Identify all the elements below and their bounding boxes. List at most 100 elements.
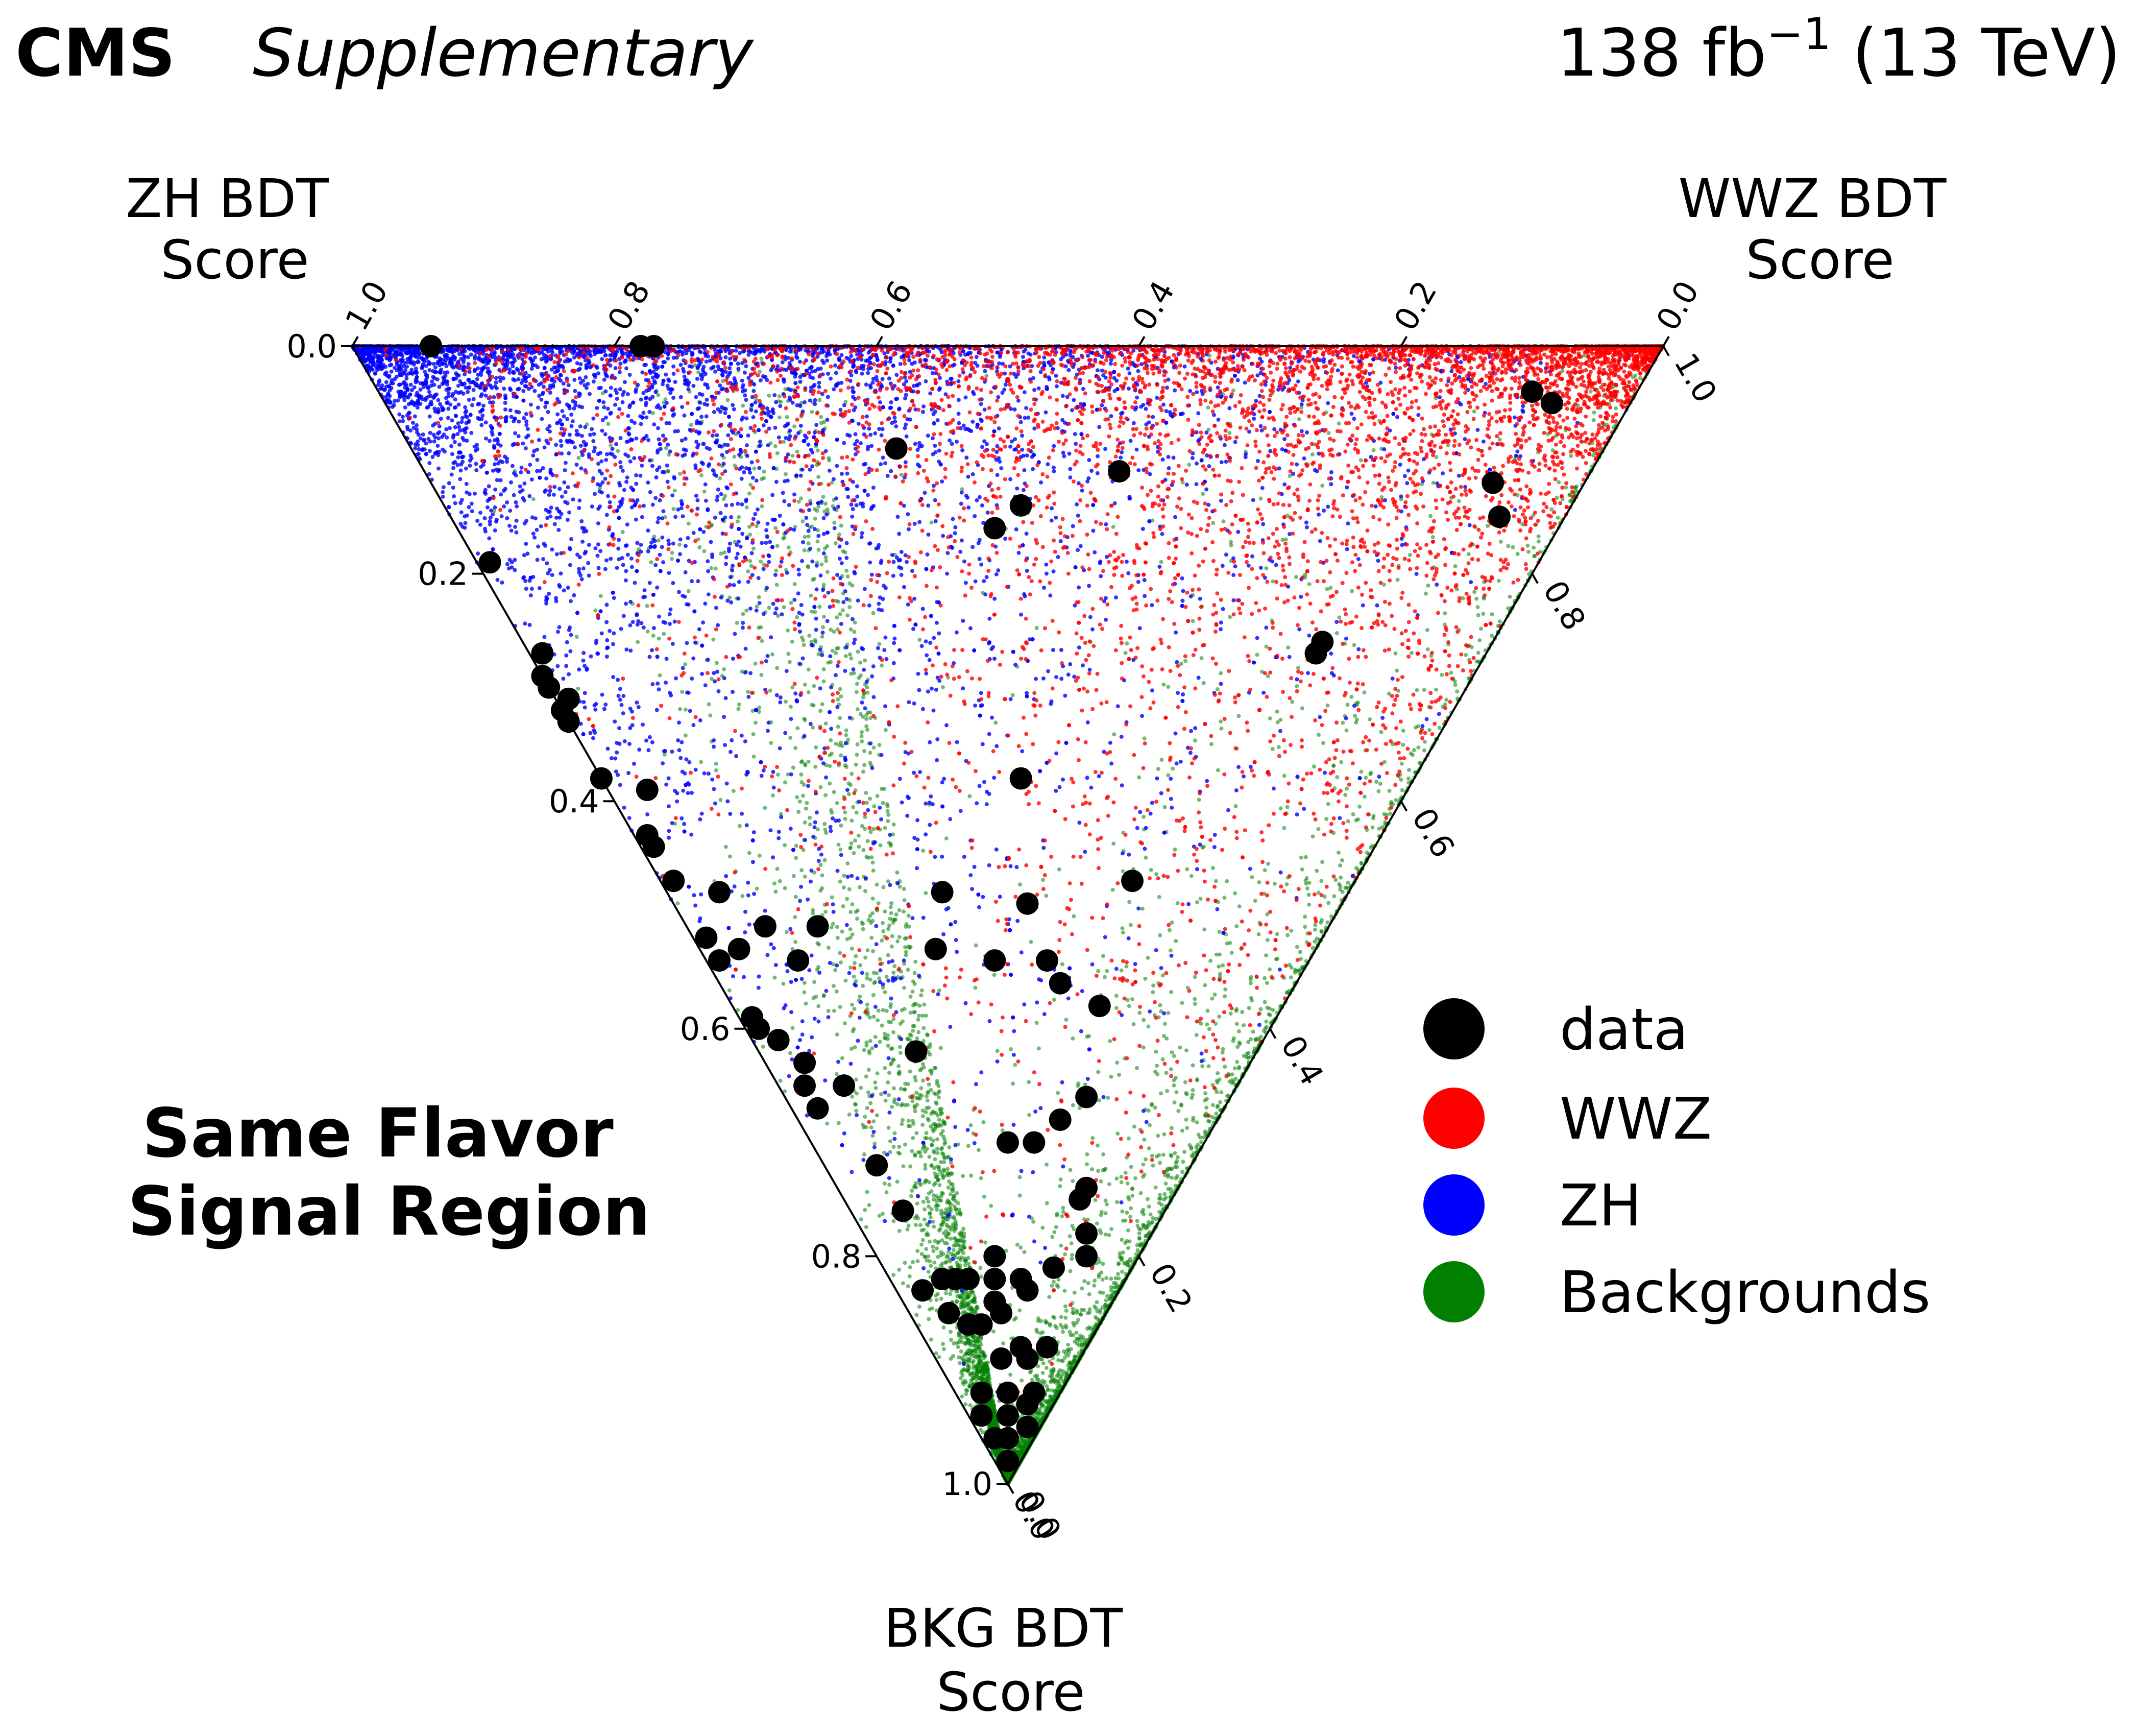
mc-point <box>833 968 838 972</box>
mc-point <box>1178 1045 1182 1050</box>
mc-point <box>897 1267 902 1272</box>
mc-point <box>856 649 860 654</box>
mc-point <box>845 613 850 618</box>
mc-point <box>1187 463 1192 467</box>
mc-point <box>861 983 865 988</box>
mc-point <box>1490 634 1494 638</box>
mc-point <box>891 1086 896 1091</box>
mc-point <box>1324 817 1329 821</box>
mc-point <box>1114 1006 1119 1010</box>
mc-point <box>838 1005 842 1009</box>
mc-point <box>848 627 853 632</box>
mc-point <box>1072 1227 1076 1232</box>
mc-point <box>1130 997 1134 1002</box>
mc-point <box>832 1008 836 1013</box>
mc-point <box>1193 738 1197 743</box>
mc-point <box>786 545 791 550</box>
mc-point <box>531 497 536 501</box>
mc-point <box>1300 867 1304 872</box>
mc-point <box>960 1373 965 1378</box>
mc-point <box>1189 1146 1194 1151</box>
mc-point <box>854 1077 858 1082</box>
mc-point <box>883 990 887 995</box>
mc-point <box>736 707 741 711</box>
mc-point <box>867 1203 871 1208</box>
mc-point <box>1070 1257 1074 1261</box>
mc-point <box>820 634 824 639</box>
wwz-axis-title: WWZ BDT Score <box>1679 167 1947 291</box>
mc-point <box>1059 1315 1063 1319</box>
mc-point <box>1296 666 1300 670</box>
mc-point <box>1071 1103 1075 1107</box>
mc-point <box>979 1274 983 1279</box>
mc-point <box>1181 1160 1185 1164</box>
mc-point <box>881 929 886 933</box>
mc-point <box>871 1015 876 1019</box>
mc-point <box>1424 591 1428 596</box>
mc-point <box>1265 981 1269 985</box>
mc-point <box>810 609 814 614</box>
mc-point <box>1146 955 1150 960</box>
mc-point <box>876 901 881 906</box>
mc-point <box>937 988 941 993</box>
mc-point <box>1142 1018 1146 1022</box>
mc-point <box>825 507 830 512</box>
mc-point <box>1253 1038 1258 1043</box>
mc-point <box>935 1137 939 1142</box>
mc-point <box>785 930 789 934</box>
mc-point <box>1289 975 1293 980</box>
energy-label: (13 TeV) <box>1831 15 2121 91</box>
mc-point <box>973 985 978 990</box>
mc-point <box>757 853 762 858</box>
mc-point <box>816 504 821 509</box>
mc-point <box>1068 1269 1073 1273</box>
mc-point <box>829 628 833 632</box>
mc-point <box>958 1238 962 1242</box>
mc-point <box>1255 653 1259 657</box>
mc-point <box>899 1051 903 1055</box>
mc-point <box>1169 1154 1174 1159</box>
mc-point <box>1427 728 1431 732</box>
mc-point <box>1102 975 1107 979</box>
mc-point <box>1229 950 1234 955</box>
mc-point <box>1295 945 1299 949</box>
mc-point <box>1208 958 1213 963</box>
mc-point <box>855 742 860 746</box>
mc-point <box>908 1124 912 1128</box>
mc-point <box>1588 389 1593 394</box>
mc-point <box>897 935 902 939</box>
mc-point <box>914 1131 919 1136</box>
mc-point <box>1326 431 1331 435</box>
mc-point <box>1160 973 1165 978</box>
mc-point <box>925 1094 929 1099</box>
mc-point <box>868 751 872 755</box>
mc-point <box>836 1121 841 1125</box>
mc-point <box>927 1154 932 1159</box>
zh-axis-title: ZH BDT Score <box>126 167 329 291</box>
mc-point <box>1162 805 1167 809</box>
mc-point <box>1095 1300 1099 1305</box>
mc-point <box>933 1157 937 1162</box>
mc-point <box>915 1036 919 1041</box>
mc-point <box>779 399 783 404</box>
mc-point <box>1377 826 1381 831</box>
mc-point <box>1325 920 1330 925</box>
mc-point <box>658 673 662 678</box>
mc-point <box>1591 418 1596 422</box>
mc-point <box>620 529 625 534</box>
mc-point <box>979 1176 983 1180</box>
mc-point <box>1137 1010 1142 1015</box>
mc-point <box>913 1075 917 1079</box>
mc-point <box>852 1006 857 1011</box>
mc-point <box>915 1249 920 1253</box>
mc-point <box>916 1014 921 1018</box>
mc-point <box>1474 596 1479 601</box>
mc-point <box>924 1110 928 1115</box>
mc-point <box>1164 1036 1169 1041</box>
mc-point <box>1228 615 1232 619</box>
mc-point <box>782 440 786 444</box>
mc-point <box>675 901 680 906</box>
mc-point <box>799 780 804 784</box>
mc-point <box>741 612 745 616</box>
mc-point <box>1300 706 1304 711</box>
